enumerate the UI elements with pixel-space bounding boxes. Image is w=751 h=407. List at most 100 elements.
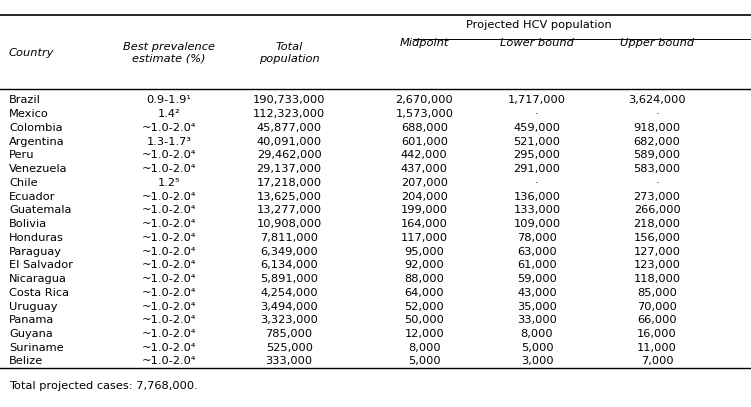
Text: 5,891,000: 5,891,000 — [260, 274, 318, 284]
Text: Honduras: Honduras — [9, 233, 64, 243]
Text: 4,254,000: 4,254,000 — [261, 288, 318, 298]
Text: 10,908,000: 10,908,000 — [257, 219, 321, 229]
Text: 2,670,000: 2,670,000 — [396, 96, 453, 105]
Text: 12,000: 12,000 — [405, 329, 444, 339]
Text: ~1.0-2.0⁴: ~1.0-2.0⁴ — [142, 233, 196, 243]
Text: Suriname: Suriname — [9, 343, 64, 353]
Text: 123,000: 123,000 — [634, 260, 680, 270]
Text: ~1.0-2.0⁴: ~1.0-2.0⁴ — [142, 343, 196, 353]
Text: ~1.0-2.0⁴: ~1.0-2.0⁴ — [142, 123, 196, 133]
Text: Upper bound: Upper bound — [620, 38, 694, 48]
Text: 1,717,000: 1,717,000 — [508, 96, 566, 105]
Text: Mexico: Mexico — [9, 109, 49, 119]
Text: Bolivia: Bolivia — [9, 219, 47, 229]
Text: 63,000: 63,000 — [517, 247, 556, 256]
Text: 204,000: 204,000 — [401, 192, 448, 201]
Text: 29,137,000: 29,137,000 — [257, 164, 321, 174]
Text: ~1.0-2.0⁴: ~1.0-2.0⁴ — [142, 192, 196, 201]
Text: 5,000: 5,000 — [520, 343, 553, 353]
Text: 13,277,000: 13,277,000 — [257, 206, 321, 215]
Text: Ecuador: Ecuador — [9, 192, 56, 201]
Text: 583,000: 583,000 — [634, 164, 680, 174]
Text: 437,000: 437,000 — [401, 164, 448, 174]
Text: Best prevalence
estimate (%): Best prevalence estimate (%) — [123, 42, 215, 64]
Text: Costa Rica: Costa Rica — [9, 288, 69, 298]
Text: 85,000: 85,000 — [637, 288, 677, 298]
Text: 29,462,000: 29,462,000 — [257, 151, 321, 160]
Text: 8,000: 8,000 — [520, 329, 553, 339]
Text: ~1.0-2.0⁴: ~1.0-2.0⁴ — [142, 151, 196, 160]
Text: 16,000: 16,000 — [638, 329, 677, 339]
Text: 156,000: 156,000 — [634, 233, 680, 243]
Text: 521,000: 521,000 — [514, 137, 560, 147]
Text: 52,000: 52,000 — [405, 302, 444, 311]
Text: 13,625,000: 13,625,000 — [257, 192, 321, 201]
Text: Colombia: Colombia — [9, 123, 62, 133]
Text: 95,000: 95,000 — [404, 247, 445, 256]
Text: 199,000: 199,000 — [401, 206, 448, 215]
Text: El Salvador: El Salvador — [9, 260, 73, 270]
Text: 92,000: 92,000 — [405, 260, 444, 270]
Text: 17,218,000: 17,218,000 — [257, 178, 321, 188]
Text: ~1.0-2.0⁴: ~1.0-2.0⁴ — [142, 274, 196, 284]
Text: 133,000: 133,000 — [514, 206, 560, 215]
Text: Panama: Panama — [9, 315, 54, 325]
Text: 218,000: 218,000 — [634, 219, 680, 229]
Text: Nicaragua: Nicaragua — [9, 274, 67, 284]
Text: Paraguay: Paraguay — [9, 247, 62, 256]
Text: ·: · — [656, 178, 659, 188]
Text: Total projected cases: 7,768,000.: Total projected cases: 7,768,000. — [9, 381, 198, 391]
Text: 0.9-1.9¹: 0.9-1.9¹ — [146, 96, 192, 105]
Text: Projected HCV population: Projected HCV population — [466, 20, 612, 31]
Text: 3,624,000: 3,624,000 — [629, 96, 686, 105]
Text: 45,877,000: 45,877,000 — [257, 123, 321, 133]
Text: Guatemala: Guatemala — [9, 206, 71, 215]
Text: 266,000: 266,000 — [634, 206, 680, 215]
Text: 5,000: 5,000 — [408, 357, 441, 366]
Text: 6,134,000: 6,134,000 — [261, 260, 318, 270]
Text: 64,000: 64,000 — [405, 288, 444, 298]
Text: 109,000: 109,000 — [514, 219, 560, 229]
Text: Total
population: Total population — [259, 42, 319, 64]
Text: 117,000: 117,000 — [401, 233, 448, 243]
Text: 61,000: 61,000 — [517, 260, 556, 270]
Text: ·: · — [656, 109, 659, 119]
Text: 190,733,000: 190,733,000 — [253, 96, 325, 105]
Text: Peru: Peru — [9, 151, 35, 160]
Text: 6,349,000: 6,349,000 — [261, 247, 318, 256]
Text: 525,000: 525,000 — [266, 343, 312, 353]
Text: 50,000: 50,000 — [404, 315, 445, 325]
Text: ·: · — [535, 109, 538, 119]
Text: ~1.0-2.0⁴: ~1.0-2.0⁴ — [142, 288, 196, 298]
Text: 66,000: 66,000 — [638, 315, 677, 325]
Text: 112,323,000: 112,323,000 — [253, 109, 325, 119]
Text: 127,000: 127,000 — [634, 247, 680, 256]
Text: 3,494,000: 3,494,000 — [261, 302, 318, 311]
Text: 7,811,000: 7,811,000 — [260, 233, 318, 243]
Text: Country: Country — [9, 48, 54, 58]
Text: Venezuela: Venezuela — [9, 164, 68, 174]
Text: 7,000: 7,000 — [641, 357, 674, 366]
Text: 291,000: 291,000 — [514, 164, 560, 174]
Text: 118,000: 118,000 — [634, 274, 680, 284]
Text: 688,000: 688,000 — [401, 123, 448, 133]
Text: ~1.0-2.0⁴: ~1.0-2.0⁴ — [142, 247, 196, 256]
Text: 1.3-1.7³: 1.3-1.7³ — [146, 137, 192, 147]
Text: 3,323,000: 3,323,000 — [260, 315, 318, 325]
Text: 88,000: 88,000 — [404, 274, 445, 284]
Text: 1.2⁵: 1.2⁵ — [158, 178, 180, 188]
Text: ~1.0-2.0⁴: ~1.0-2.0⁴ — [142, 315, 196, 325]
Text: 35,000: 35,000 — [517, 302, 557, 311]
Text: Uruguay: Uruguay — [9, 302, 58, 311]
Text: 273,000: 273,000 — [634, 192, 680, 201]
Text: ~1.0-2.0⁴: ~1.0-2.0⁴ — [142, 164, 196, 174]
Text: Brazil: Brazil — [9, 96, 41, 105]
Text: 1.4²: 1.4² — [158, 109, 180, 119]
Text: ~1.0-2.0⁴: ~1.0-2.0⁴ — [142, 219, 196, 229]
Text: 164,000: 164,000 — [401, 219, 448, 229]
Text: 70,000: 70,000 — [637, 302, 677, 311]
Text: 682,000: 682,000 — [634, 137, 680, 147]
Text: 43,000: 43,000 — [517, 288, 556, 298]
Text: 918,000: 918,000 — [634, 123, 680, 133]
Text: ~1.0-2.0⁴: ~1.0-2.0⁴ — [142, 302, 196, 311]
